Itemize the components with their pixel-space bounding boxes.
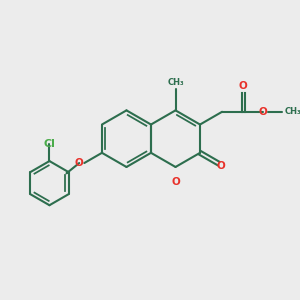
Text: O: O <box>74 158 83 168</box>
Text: CH₃: CH₃ <box>167 78 184 87</box>
Text: Cl: Cl <box>44 139 56 149</box>
Text: CH₃: CH₃ <box>284 107 300 116</box>
Text: O: O <box>259 107 268 117</box>
Text: O: O <box>171 177 180 187</box>
Text: O: O <box>239 81 248 91</box>
Text: O: O <box>216 161 225 171</box>
